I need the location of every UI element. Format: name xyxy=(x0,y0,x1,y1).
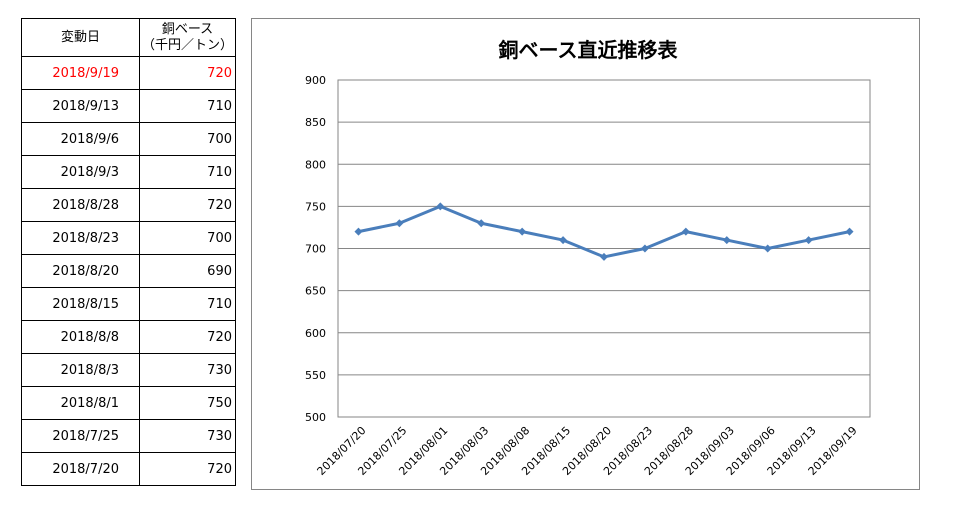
data-point xyxy=(763,244,772,253)
y-tick-label: 750 xyxy=(305,200,326,213)
table-row: 2018/8/28 720 xyxy=(21,188,236,222)
row-date: 2018/8/1 xyxy=(21,386,140,420)
table-row: 2018/8/3 730 xyxy=(21,353,236,387)
table-row: 2018/9/6 700 xyxy=(21,122,236,156)
row-date: 2018/8/20 xyxy=(21,254,140,288)
row-date: 2018/8/15 xyxy=(21,287,140,321)
row-date: 2018/9/13 xyxy=(21,89,140,123)
y-tick-label: 700 xyxy=(305,243,326,256)
data-point xyxy=(395,219,404,228)
row-value: 720 xyxy=(139,188,236,222)
row-date: 2018/8/8 xyxy=(21,320,140,354)
data-point xyxy=(600,252,608,261)
row-value: 730 xyxy=(139,353,236,387)
y-tick-label: 550 xyxy=(305,369,326,382)
table-header-row: 変動日 銅ベース （千円／トン） xyxy=(21,18,236,57)
y-tick-label: 850 xyxy=(305,116,326,129)
y-tick-label: 650 xyxy=(305,285,326,298)
row-date: 2018/9/3 xyxy=(21,155,140,189)
row-date: 2018/9/19 xyxy=(21,56,140,90)
table-row: 2018/7/20 720 xyxy=(21,452,236,486)
row-date: 2018/9/6 xyxy=(21,122,140,156)
row-value: 720 xyxy=(139,320,236,354)
y-tick-label: 900 xyxy=(305,74,326,87)
table-row: 2018/8/23 700 xyxy=(21,221,236,255)
row-value: 710 xyxy=(139,287,236,321)
row-value: 710 xyxy=(139,89,236,123)
data-point xyxy=(804,236,813,245)
table-row: 2018/7/25 730 xyxy=(21,419,236,453)
table-row: 2018/8/20 690 xyxy=(21,254,236,288)
data-point xyxy=(477,219,486,228)
data-point xyxy=(518,227,527,236)
y-tick-label: 500 xyxy=(305,411,326,424)
row-date: 2018/7/20 xyxy=(21,452,140,486)
table-row: 2018/9/3 710 xyxy=(21,155,236,189)
row-value: 690 xyxy=(139,254,236,288)
copper-price-table: 変動日 銅ベース （千円／トン） 2018/9/19 720 2018/9/13 710… xyxy=(21,18,236,486)
table-row: 2018/9/13 710 xyxy=(21,89,236,123)
data-point xyxy=(722,236,731,245)
table-row: 2018/8/8 720 xyxy=(21,320,236,354)
table-row: 2018/8/15 710 xyxy=(21,287,236,321)
row-value: 700 xyxy=(139,122,236,156)
row-date: 2018/8/3 xyxy=(21,353,140,387)
row-value: 700 xyxy=(139,221,236,255)
series-line xyxy=(358,204,850,259)
chart-area: 銅ベース直近推移表 500 550 600 650 700 750 800 850 900 201… xyxy=(251,18,920,490)
data-point xyxy=(681,227,690,236)
row-value: 710 xyxy=(139,155,236,189)
data-point xyxy=(845,227,854,236)
row-date: 2018/8/23 xyxy=(21,221,140,255)
chart-title: 銅ベース直近推移表 xyxy=(499,38,679,62)
row-value: 720 xyxy=(139,56,236,90)
table-row: 2018/9/19 720 xyxy=(21,56,236,90)
data-point xyxy=(436,202,445,211)
y-tick-label: 800 xyxy=(305,158,326,171)
data-point xyxy=(354,227,363,236)
data-point xyxy=(640,244,649,253)
row-date: 2018/8/28 xyxy=(21,188,140,222)
header-date: 変動日 xyxy=(21,18,140,57)
table-row: 2018/8/1 750 xyxy=(21,386,236,420)
row-date: 2018/7/25 xyxy=(21,419,140,453)
line-chart: 銅ベース直近推移表 500550600650700750800850900201… xyxy=(305,38,871,478)
y-tick-label: 600 xyxy=(305,327,326,340)
row-value: 720 xyxy=(139,452,236,486)
row-value: 730 xyxy=(139,419,236,453)
header-value: 銅ベース （千円／トン） xyxy=(139,18,236,57)
data-point xyxy=(559,236,568,245)
row-value: 750 xyxy=(139,386,236,420)
plot-area-border xyxy=(337,79,871,418)
